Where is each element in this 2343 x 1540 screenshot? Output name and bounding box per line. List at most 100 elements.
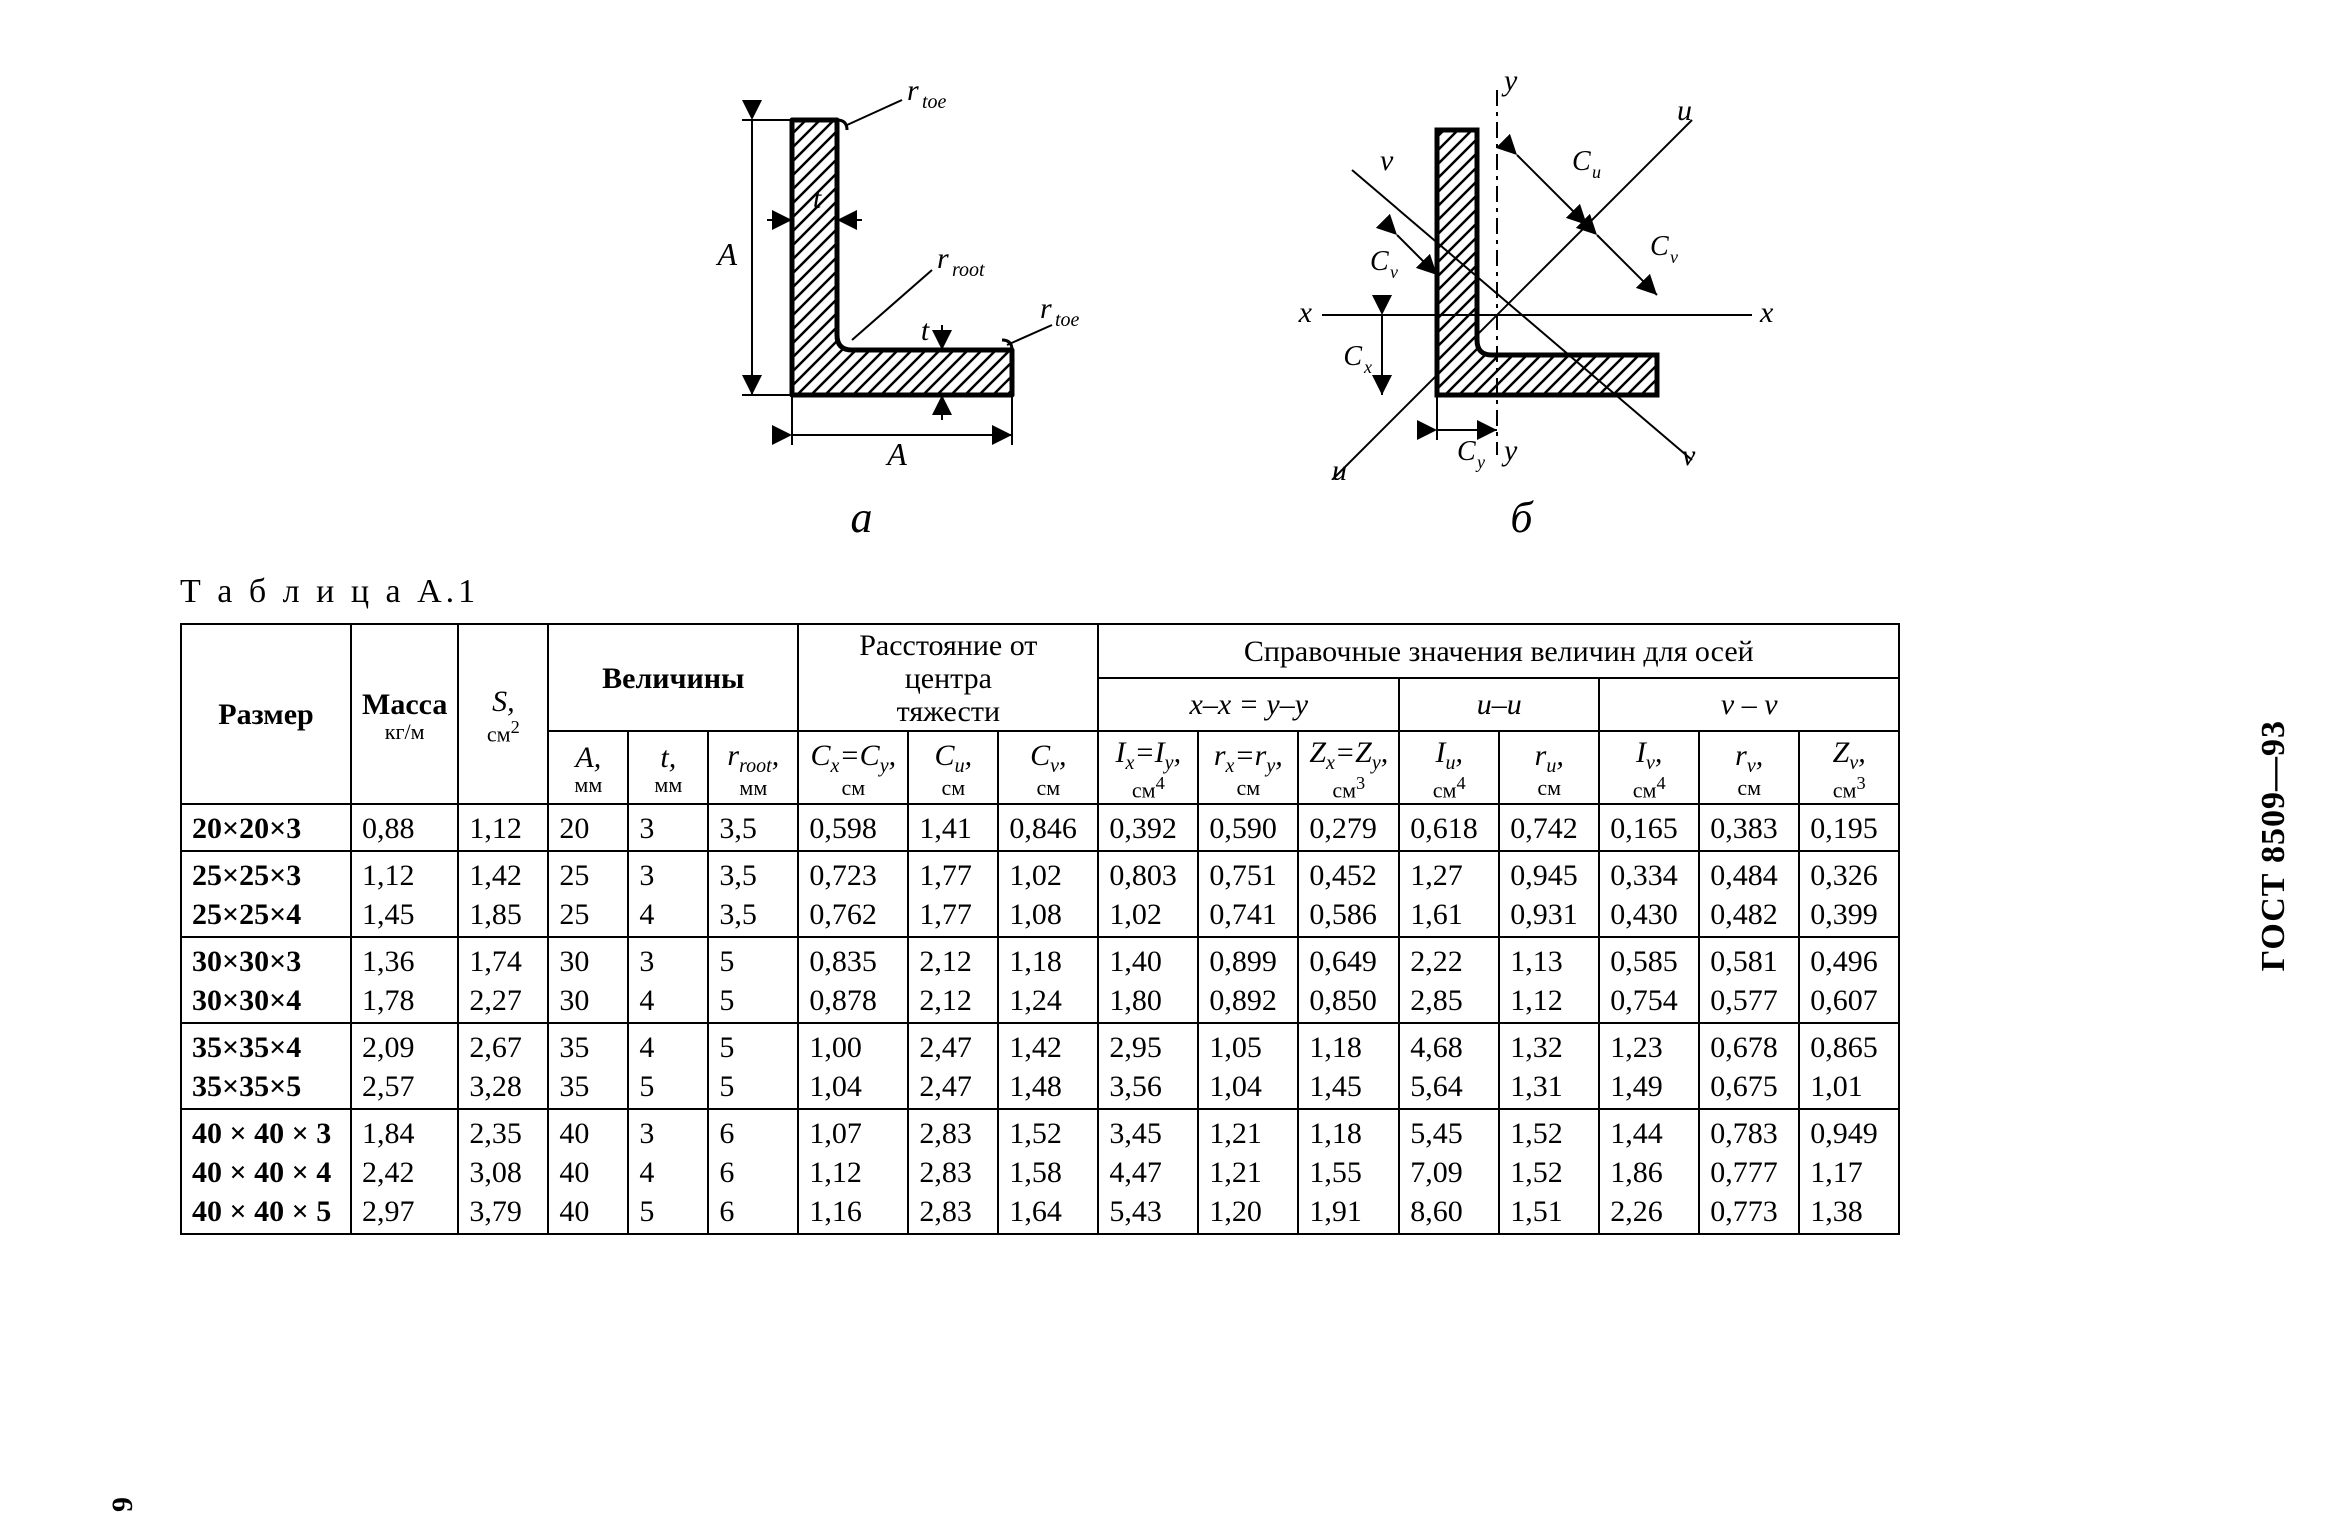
hdr-centroid: Расстояние от центра тяжести xyxy=(798,624,1098,731)
diagram-b-label: б xyxy=(1510,492,1532,543)
cell-size: 40 × 40 × 340 × 40 × 440 × 40 × 5 xyxy=(181,1109,351,1234)
cell-Iu: 5,457,098,60 xyxy=(1399,1109,1499,1234)
svg-text:u: u xyxy=(1592,162,1601,182)
hdr-A: A, мм xyxy=(548,731,628,804)
cell-ru: 1,131,12 xyxy=(1499,937,1599,1023)
svg-text:ν: ν xyxy=(1380,144,1394,177)
cell-rroot: 666 xyxy=(708,1109,798,1234)
svg-text:x: x xyxy=(1759,296,1774,329)
cell-A: 404040 xyxy=(548,1109,628,1234)
cell-Cu: 2,122,12 xyxy=(908,937,998,1023)
cell-t: 34 xyxy=(628,851,708,937)
cell-Ix: 1,401,80 xyxy=(1098,937,1198,1023)
svg-text:y: y xyxy=(1501,434,1518,467)
hdr-Cu: Cu, см xyxy=(908,731,998,804)
hdr-size: Размер xyxy=(181,624,351,804)
cell-Cu: 1,41 xyxy=(908,804,998,851)
cell-Ix: 2,953,56 xyxy=(1098,1023,1198,1109)
hdr-mass: Масса кг/м xyxy=(351,624,458,804)
table-body: 20×20×30,881,122033,50,5981,410,8460,392… xyxy=(181,804,1899,1234)
cell-Iu: 4,685,64 xyxy=(1399,1023,1499,1109)
cell-Ix: 0,392 xyxy=(1098,804,1198,851)
cell-Zv: 0,4960,607 xyxy=(1799,937,1899,1023)
cell-Cu: 2,472,47 xyxy=(908,1023,998,1109)
table-head: Размер Масса кг/м S, см2 Величины Рассто… xyxy=(181,624,1899,804)
hdr-Iv: Iv, см4 xyxy=(1599,731,1699,804)
cell-rroot: 55 xyxy=(708,937,798,1023)
svg-text:r: r xyxy=(937,242,949,275)
cell-t: 345 xyxy=(628,1109,708,1234)
cell-Zx: 0,4520,586 xyxy=(1298,851,1399,937)
cell-S: 2,353,083,79 xyxy=(458,1109,548,1234)
svg-text:A: A xyxy=(715,236,737,272)
svg-text:A: A xyxy=(885,436,907,472)
cell-Cx: 0,598 xyxy=(798,804,908,851)
cell-rroot: 3,53,5 xyxy=(708,851,798,937)
cell-size: 25×25×325×25×4 xyxy=(181,851,351,937)
page-number: 9 xyxy=(106,1497,140,1512)
cell-Cx: 0,8350,878 xyxy=(798,937,908,1023)
hdr-rx: rx=ry, см xyxy=(1198,731,1298,804)
hdr-Ix: Ix=Iy, см4 xyxy=(1098,731,1198,804)
hdr-Zv: Zv, см3 xyxy=(1799,731,1899,804)
cell-A: 20 xyxy=(548,804,628,851)
svg-text:v: v xyxy=(1670,247,1678,267)
hdr-dims: Величины xyxy=(548,624,798,731)
cell-Cu: 1,771,77 xyxy=(908,851,998,937)
cell-mass: 0,88 xyxy=(351,804,458,851)
svg-text:u: u xyxy=(1332,454,1347,480)
cell-S: 1,742,27 xyxy=(458,937,548,1023)
hdr-axis-xy: x–x = y–y xyxy=(1098,678,1399,732)
cell-Iv: 1,231,49 xyxy=(1599,1023,1699,1109)
table-row: 30×30×330×30×41,361,781,742,27303034550,… xyxy=(181,937,1899,1023)
cell-t: 3 xyxy=(628,804,708,851)
hdr-ref: Справочные значения величин для осей xyxy=(1098,624,1899,678)
cell-Cx: 0,7230,762 xyxy=(798,851,908,937)
cell-rroot: 3,5 xyxy=(708,804,798,851)
table-title: Т а б л и ц а А.1 xyxy=(180,573,2243,611)
diagram-a-label: а xyxy=(851,492,873,543)
cell-ru: 0,742 xyxy=(1499,804,1599,851)
svg-text:C: C xyxy=(1370,246,1389,277)
cell-Zv: 0,8651,01 xyxy=(1799,1023,1899,1109)
cell-Cu: 2,832,832,83 xyxy=(908,1109,998,1234)
table-row: 40 × 40 × 340 × 40 × 440 × 40 × 51,842,4… xyxy=(181,1109,1899,1234)
cell-Cx: 1,071,121,16 xyxy=(798,1109,908,1234)
cell-mass: 2,092,57 xyxy=(351,1023,458,1109)
table-row: 35×35×435×35×52,092,572,673,28353545551,… xyxy=(181,1023,1899,1109)
hdr-Cv: Cv, см xyxy=(998,731,1098,804)
cell-Cv: 1,421,48 xyxy=(998,1023,1098,1109)
cell-rx: 0,8990,892 xyxy=(1198,937,1298,1023)
hdr-axis-vv: ν – ν xyxy=(1599,678,1899,732)
cell-S: 1,421,85 xyxy=(458,851,548,937)
hdr-Iu: Iu, см4 xyxy=(1399,731,1499,804)
cell-Ix: 3,454,475,43 xyxy=(1098,1109,1198,1234)
svg-text:root: root xyxy=(952,259,985,281)
cell-Cv: 0,846 xyxy=(998,804,1098,851)
cell-ru: 0,9450,931 xyxy=(1499,851,1599,937)
cell-rx: 0,7510,741 xyxy=(1198,851,1298,937)
table-row: 25×25×325×25×41,121,451,421,852525343,53… xyxy=(181,851,1899,937)
svg-text:ν: ν xyxy=(1682,439,1696,472)
cell-Zx: 0,6490,850 xyxy=(1298,937,1399,1023)
cell-mass: 1,121,45 xyxy=(351,851,458,937)
page: A A t t r toe r xyxy=(0,0,2343,1540)
svg-text:y: y xyxy=(1475,452,1485,472)
cell-Iv: 1,441,862,26 xyxy=(1599,1109,1699,1234)
hdr-axis-uu: u–u xyxy=(1399,678,1599,732)
cell-rx: 0,590 xyxy=(1198,804,1298,851)
diagram-a-svg: A A t t r toe r xyxy=(642,60,1082,480)
svg-text:toe: toe xyxy=(1055,309,1080,331)
svg-text:x: x xyxy=(1297,296,1312,329)
diagrams-row: A A t t r toe r xyxy=(180,60,2243,543)
svg-text:C: C xyxy=(1343,341,1362,372)
cell-mass: 1,842,422,97 xyxy=(351,1109,458,1234)
cell-Cx: 1,001,04 xyxy=(798,1023,908,1109)
cell-Iu: 0,618 xyxy=(1399,804,1499,851)
cell-Zv: 0,195 xyxy=(1799,804,1899,851)
cell-S: 2,673,28 xyxy=(458,1023,548,1109)
cell-Cv: 1,181,24 xyxy=(998,937,1098,1023)
cell-rv: 0,4840,482 xyxy=(1699,851,1799,937)
diagram-b: x x y y ν ν u u C x xyxy=(1262,60,1782,543)
hdr-Cx: Cx=Cy, см xyxy=(798,731,908,804)
